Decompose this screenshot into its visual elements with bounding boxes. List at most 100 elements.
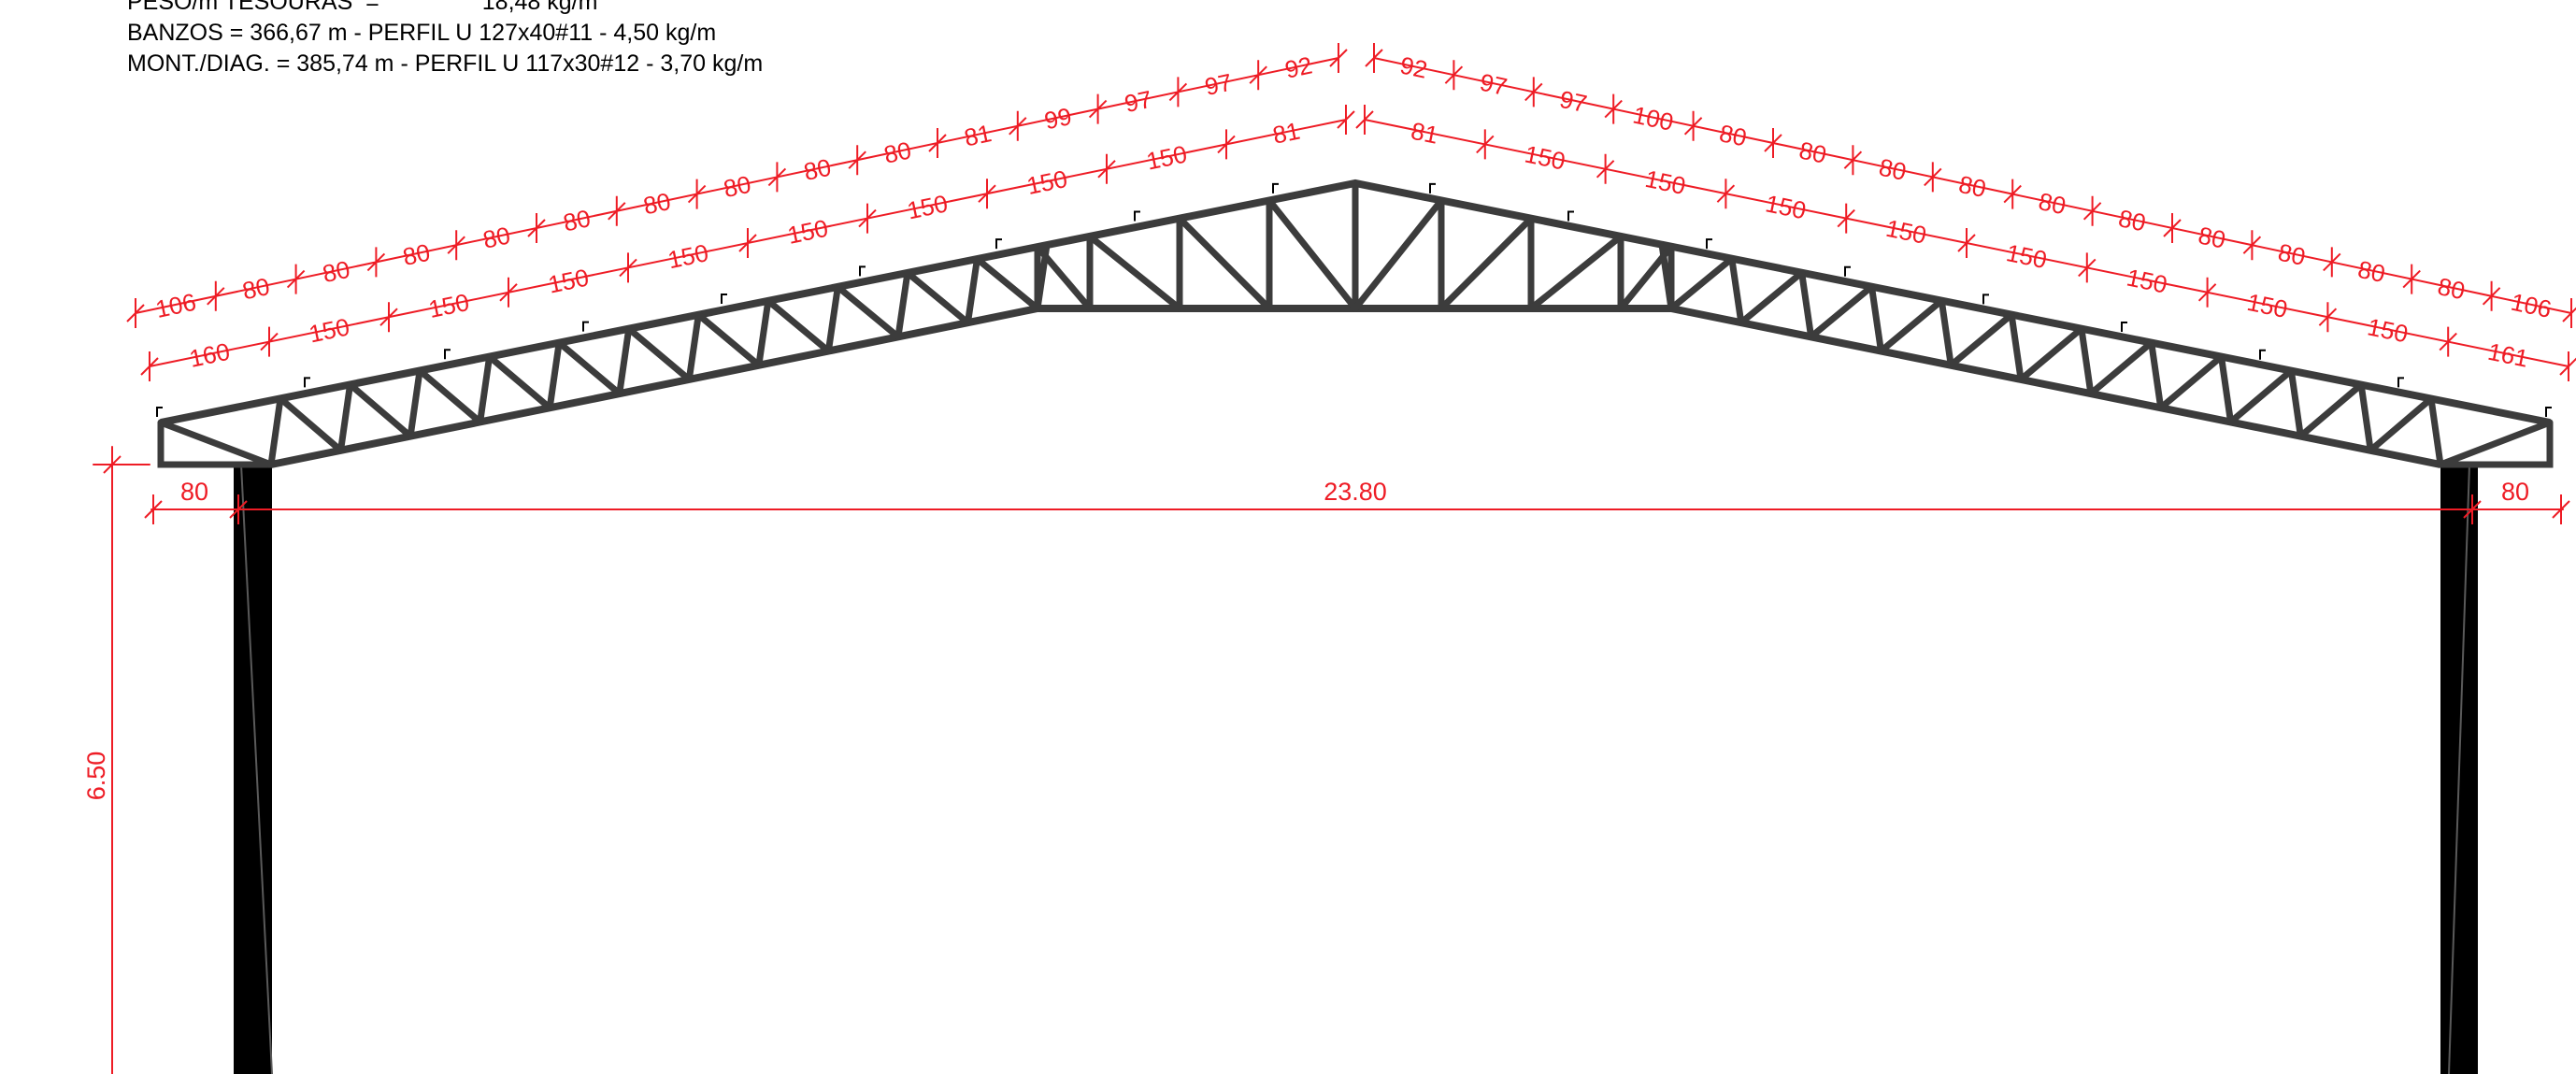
dimension-label: 80 xyxy=(2435,272,2468,305)
purlin-clip xyxy=(2546,408,2552,417)
dimension-tick xyxy=(1685,111,1702,141)
web-diagonal xyxy=(2300,385,2361,437)
dimension-tick xyxy=(1958,228,1975,258)
web-vertical xyxy=(1732,259,1741,322)
dimension-label: 80 xyxy=(2276,238,2309,271)
dimension-tick xyxy=(689,179,706,209)
purlin-clip xyxy=(445,350,451,359)
dimension-tick xyxy=(2483,281,2500,311)
dimension-label: 81 xyxy=(1270,117,1302,150)
web-diagonal xyxy=(1038,247,1090,308)
dimension-tick xyxy=(367,247,384,277)
dimension-tick xyxy=(1838,204,1854,234)
dimension-label: 150 xyxy=(546,264,592,299)
dimension-tick xyxy=(1925,162,1941,192)
dimension-tick xyxy=(768,162,785,192)
web-vertical xyxy=(759,301,768,365)
dimension-label: 81 xyxy=(1409,117,1440,150)
dimension-tick xyxy=(380,302,397,332)
web-vertical xyxy=(2011,315,2021,379)
web-diagonal xyxy=(2231,371,2292,422)
web-vertical xyxy=(480,357,490,422)
roof-truss xyxy=(157,183,2552,465)
web-diagonal xyxy=(837,287,898,337)
dimension-label: 80 xyxy=(1877,153,1910,186)
dimension-chain: 81150150150150150150150150161 xyxy=(1356,105,2576,381)
dimension-label: 150 xyxy=(2004,238,2050,274)
dimension-tick xyxy=(1445,60,1462,90)
web-vertical xyxy=(341,384,351,450)
dimension-label: 160 xyxy=(187,337,233,373)
dimension-label: 80 xyxy=(801,153,834,186)
dimension-tick xyxy=(2199,278,2216,308)
dimension-tick xyxy=(1717,179,1734,208)
dimension-tick xyxy=(1250,60,1267,90)
web-vertical xyxy=(2082,329,2091,394)
dimension-label: 80 xyxy=(561,204,594,236)
dimension-label: 80 xyxy=(320,255,352,288)
dimension-label: 150 xyxy=(307,312,352,348)
dimension-tick xyxy=(1218,129,1235,159)
span-dimension: 80 23.80 80 xyxy=(145,478,2569,524)
dimension-label: 150 xyxy=(1523,140,1568,176)
dimension-label: 106 xyxy=(153,288,199,323)
dimension-label: 150 xyxy=(2365,312,2411,348)
web-diagonal xyxy=(1951,315,2011,365)
purlin-clip xyxy=(996,239,1002,249)
dimension-chain: 106 8080808080808080808199979792 xyxy=(127,43,1347,328)
dimension-label: 106 xyxy=(2509,288,2555,323)
purlin-clip xyxy=(860,266,866,276)
purlin-clip xyxy=(1430,184,1436,193)
web-diagonal xyxy=(698,315,759,365)
dimension-tick xyxy=(1090,94,1107,124)
dimension-tick xyxy=(608,196,625,226)
web-diagonal xyxy=(1811,287,1872,337)
web-vertical xyxy=(898,273,908,337)
web-vertical xyxy=(2152,343,2161,408)
dimension-tick xyxy=(2319,302,2336,332)
span-label: 23.80 xyxy=(1324,478,1387,506)
web-diagonal xyxy=(1090,236,1180,308)
dimension-label: 80 xyxy=(240,272,273,305)
dimension-tick xyxy=(1525,77,1542,107)
web-diagonal xyxy=(629,329,690,379)
web-diagonal xyxy=(1355,200,1441,308)
web-diagonal xyxy=(768,301,829,351)
dimension-label: 92 xyxy=(1397,50,1430,83)
dimension-label: 80 xyxy=(480,221,513,253)
dimension-tick xyxy=(261,327,278,357)
dimension-tick xyxy=(1477,129,1494,159)
dimension-label: 80 xyxy=(881,136,914,168)
dimension-chain: 160 150 150 150 150 150 150 150 150 81 xyxy=(141,105,1354,381)
web-vertical xyxy=(1802,273,1811,337)
dimension-label: 80 xyxy=(1956,170,1989,203)
web-diagonal xyxy=(977,259,1038,308)
dimension-label: 150 xyxy=(2125,264,2170,299)
dimension-label: 97 xyxy=(1557,85,1590,118)
dimension-tick xyxy=(859,204,876,234)
web-diagonal xyxy=(1671,259,1732,308)
dimension-tick xyxy=(448,230,465,260)
dimension-label: 80 xyxy=(1796,136,1829,168)
dimension-tick xyxy=(979,179,995,208)
web-diagonal xyxy=(2091,343,2152,394)
purlin-clip xyxy=(2398,378,2404,387)
purlin-clip xyxy=(1568,211,1574,221)
purlin-clip xyxy=(1135,211,1140,221)
purlin-clip xyxy=(305,378,310,387)
dimension-tick xyxy=(1366,43,1382,73)
dimension-tick xyxy=(141,351,158,381)
dimension-tick xyxy=(1098,154,1115,184)
web-vertical xyxy=(2361,385,2370,451)
web-diagonal xyxy=(2440,422,2550,465)
dimension-tick xyxy=(2440,327,2456,357)
web-vertical xyxy=(620,329,629,394)
dimension-lines: 106 8080808080808080808199979792 929797 100… xyxy=(82,43,2576,1074)
dimension-label: 150 xyxy=(1144,140,1190,176)
purlin-clip xyxy=(2122,322,2127,332)
dimension-label: 161 xyxy=(2485,337,2531,373)
purlin-clip xyxy=(1983,294,1989,304)
dimension-tick xyxy=(2560,351,2576,381)
web-diagonal xyxy=(1741,273,1802,323)
